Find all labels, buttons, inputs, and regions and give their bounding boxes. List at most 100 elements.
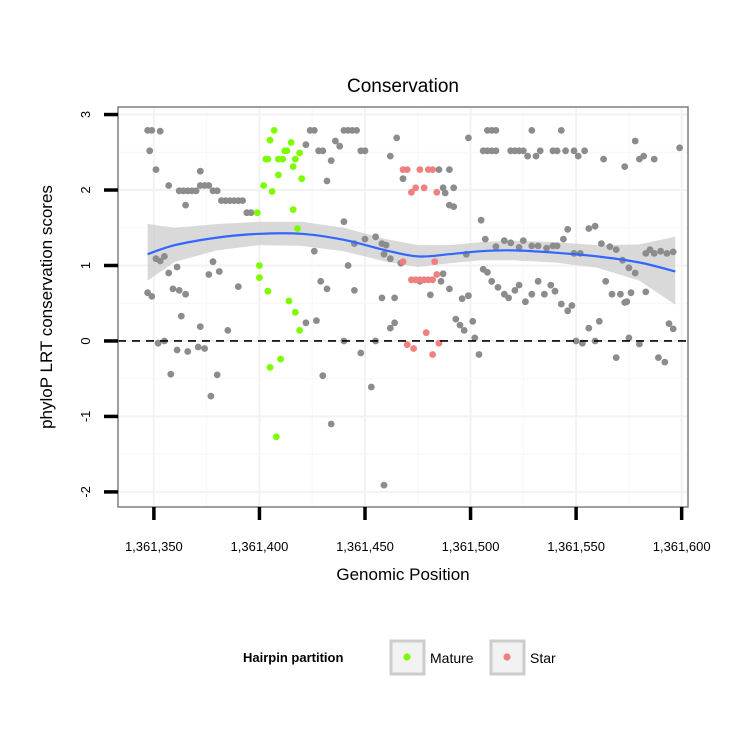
data-point-other	[519, 237, 527, 245]
data-point-other	[192, 187, 200, 195]
data-point-mature	[275, 171, 282, 179]
data-point-other	[522, 298, 529, 306]
data-point-other	[146, 147, 154, 155]
points-layer	[144, 126, 683, 489]
data-point-other	[165, 182, 173, 189]
data-point-other	[524, 152, 531, 160]
x-tick-label: 1,361,550	[547, 539, 605, 554]
data-point-other	[344, 262, 352, 269]
data-point-other	[492, 147, 500, 155]
data-point-other	[209, 258, 217, 266]
data-point-other	[148, 126, 156, 134]
data-point-other	[657, 247, 664, 255]
data-point-star	[416, 166, 424, 174]
data-point-other	[528, 126, 536, 134]
data-point-other	[515, 244, 523, 251]
data-point-other	[631, 269, 639, 277]
data-point-mature	[266, 136, 274, 144]
data-point-other	[492, 243, 500, 251]
data-point-other	[636, 340, 643, 348]
data-point-mature	[285, 297, 293, 305]
data-point-other	[167, 370, 175, 378]
data-point-mature	[289, 163, 297, 171]
data-point-other	[152, 166, 160, 174]
y-tick-label: 2	[78, 186, 93, 193]
data-point-other	[446, 166, 453, 174]
data-point-mature	[281, 147, 289, 155]
y-tick-label: -1	[78, 411, 93, 423]
data-point-other	[505, 294, 512, 302]
grid	[118, 107, 688, 507]
data-point-other	[494, 284, 502, 291]
data-point-star	[433, 188, 441, 196]
data-point-other	[532, 152, 540, 160]
data-point-mature	[264, 155, 272, 163]
data-point-mature	[291, 308, 299, 316]
x-tick-label: 1,361,450	[336, 539, 394, 554]
data-point-other	[332, 137, 339, 145]
data-point-other	[534, 242, 542, 250]
data-point-other	[519, 147, 527, 155]
data-point-other	[196, 323, 204, 330]
data-point-star	[431, 258, 439, 266]
data-point-other	[361, 147, 369, 155]
data-point-other	[585, 225, 593, 232]
data-point-other	[570, 147, 578, 155]
data-point-other	[215, 268, 223, 275]
data-point-other	[528, 290, 536, 298]
data-point-mature	[291, 155, 299, 163]
data-point-other	[175, 287, 183, 294]
data-point-other	[450, 184, 458, 192]
data-point-mature	[253, 209, 261, 217]
data-point-other	[475, 351, 483, 358]
data-point-other	[323, 285, 331, 293]
data-point-other	[327, 420, 335, 428]
data-point-other	[642, 288, 650, 296]
data-point-other	[650, 250, 658, 257]
data-point-other	[386, 324, 394, 332]
data-point-other	[627, 289, 635, 297]
data-point-other	[323, 177, 331, 185]
data-point-other	[460, 327, 468, 334]
data-point-other	[608, 290, 616, 298]
data-point-other	[353, 126, 360, 134]
data-point-other	[481, 235, 489, 243]
data-point-other	[201, 345, 209, 352]
data-point-other	[435, 166, 443, 174]
data-point-other	[161, 253, 168, 260]
data-point-other	[234, 283, 242, 290]
data-point-other	[165, 269, 173, 277]
data-point-other	[313, 317, 320, 324]
data-point-other	[327, 157, 335, 165]
data-point-other	[560, 235, 567, 243]
y-axis-title: phyloP LRT conservation scores	[37, 185, 56, 429]
data-point-other	[224, 327, 232, 334]
data-point-other	[205, 271, 213, 278]
data-point-other	[602, 277, 610, 285]
data-point-star	[429, 351, 436, 358]
x-tick-label: 1,361,400	[231, 539, 289, 554]
data-point-other	[676, 144, 683, 152]
data-point-mature	[256, 262, 263, 269]
data-point-other	[391, 294, 398, 302]
data-point-mature	[279, 155, 287, 163]
data-point-other	[182, 201, 190, 209]
data-point-other	[205, 182, 213, 189]
data-point-other	[621, 163, 629, 171]
data-point-star	[403, 341, 411, 349]
data-point-other	[213, 187, 221, 195]
data-point-other	[439, 184, 447, 192]
data-point-other	[557, 300, 565, 308]
data-point-other	[598, 240, 605, 248]
data-point-other	[367, 383, 375, 391]
data-point-other	[606, 243, 614, 251]
data-point-other	[484, 268, 491, 276]
data-point-other	[595, 317, 603, 325]
data-point-mature	[287, 139, 295, 146]
y-tick-label: 1	[78, 262, 93, 269]
x-axis-title: Genomic Position	[336, 565, 469, 584]
data-point-other	[239, 197, 247, 205]
data-point-other	[452, 315, 460, 323]
data-point-other	[477, 216, 485, 224]
data-point-other	[456, 321, 464, 329]
